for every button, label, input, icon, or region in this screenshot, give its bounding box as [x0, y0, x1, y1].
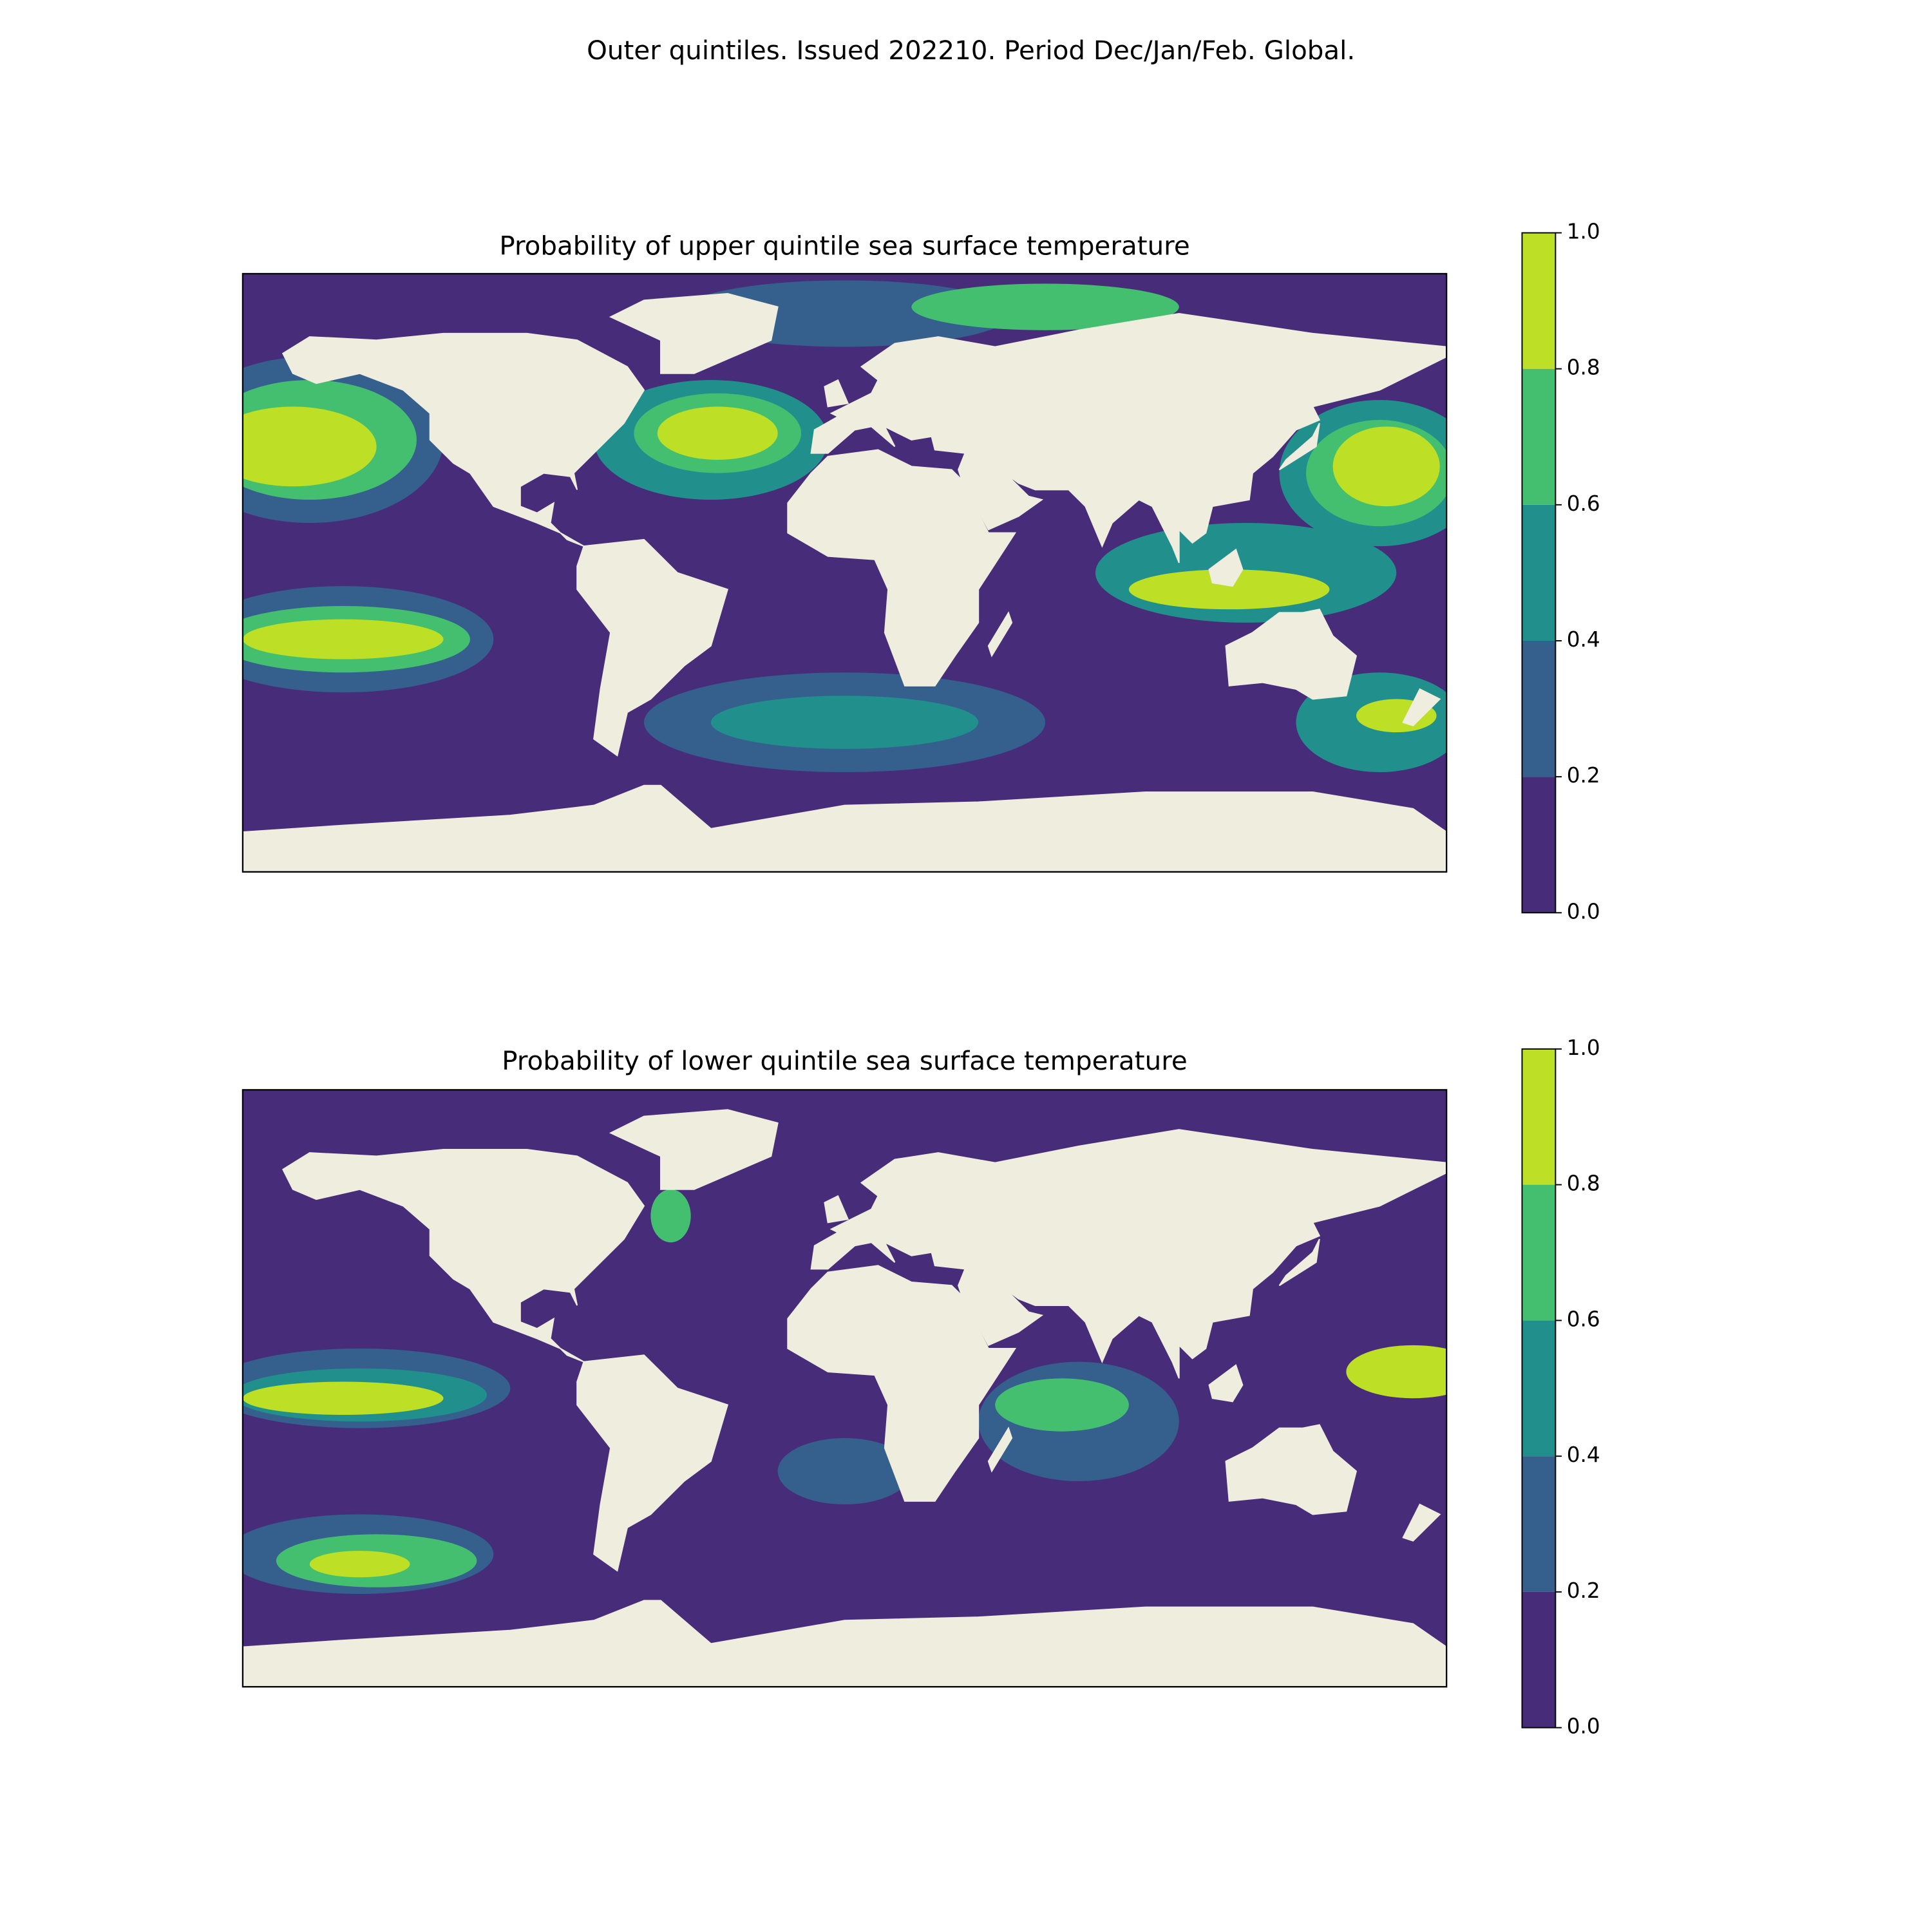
land — [242, 784, 1447, 872]
probability-region — [242, 406, 377, 487]
land — [1402, 1503, 1441, 1542]
land — [810, 1129, 1447, 1379]
land — [1208, 548, 1244, 587]
probability-region — [710, 696, 979, 749]
probability-region — [1332, 426, 1440, 507]
land — [1225, 1424, 1358, 1515]
land — [281, 1149, 645, 1363]
colorbar-band — [1522, 232, 1556, 369]
land — [810, 312, 1447, 564]
colorbar-band — [1522, 777, 1556, 913]
colorbar-band — [1522, 1184, 1556, 1321]
land — [824, 379, 849, 408]
map-frame — [242, 272, 1448, 873]
colorbar-band — [1522, 504, 1556, 641]
land — [1208, 1364, 1244, 1403]
land — [787, 1265, 1017, 1502]
colorbar-band — [1522, 1456, 1556, 1592]
colorbar-band — [1522, 1591, 1556, 1728]
colorbar-tick-label: 1.0 — [1567, 1036, 1600, 1060]
map — [242, 1090, 1447, 1687]
colorbar-tick-label: 0.2 — [1567, 763, 1600, 788]
map-title: Probability of upper quintile sea surfac… — [499, 231, 1189, 261]
land — [987, 611, 1013, 658]
colorbar-frame — [1521, 1048, 1557, 1728]
land — [824, 1195, 849, 1224]
land — [576, 538, 728, 757]
map-title: Probability of lower quintile sea surfac… — [502, 1046, 1187, 1076]
land — [281, 332, 645, 547]
probability-region — [995, 1378, 1129, 1432]
colorbar-tick-label: 0.6 — [1567, 491, 1600, 516]
probability-region — [242, 619, 444, 659]
suptitle: Outer quintiles. Issued 202210. Period D… — [587, 35, 1355, 66]
colorbar-band — [1522, 1320, 1556, 1457]
land — [987, 1426, 1013, 1473]
probability-region — [1128, 569, 1330, 610]
colorbar-tick-label: 0.0 — [1567, 1714, 1600, 1739]
land — [1278, 422, 1320, 471]
land — [1278, 1238, 1320, 1286]
probability-region — [309, 1551, 410, 1578]
colorbar-tick-label: 0.0 — [1567, 899, 1600, 923]
land — [609, 292, 779, 374]
colorbar-band — [1522, 1048, 1556, 1185]
colorbar-frame — [1521, 232, 1557, 914]
probability-region — [911, 283, 1179, 330]
probability-region — [1346, 1345, 1447, 1399]
land — [787, 449, 1017, 687]
probability-region — [242, 1381, 444, 1415]
map — [242, 274, 1447, 872]
colorbar-tick-label: 0.2 — [1567, 1578, 1600, 1603]
land — [609, 1109, 779, 1190]
colorbar-band — [1522, 641, 1556, 777]
probability-region — [650, 1189, 691, 1243]
land — [1225, 609, 1358, 700]
colorbar-tick-label: 0.6 — [1567, 1307, 1600, 1331]
colorbar-tick-label: 1.0 — [1567, 220, 1600, 244]
land — [1402, 688, 1441, 726]
land — [242, 1600, 1447, 1687]
colorbar-band — [1522, 368, 1556, 505]
land — [576, 1354, 728, 1572]
probability-region — [777, 1438, 912, 1505]
colorbar-tick-label: 0.8 — [1567, 1171, 1600, 1196]
colorbar-tick-label: 0.4 — [1567, 627, 1600, 652]
colorbar-tick-label: 0.8 — [1567, 355, 1600, 380]
probability-region — [657, 406, 778, 460]
colorbar-tick-label: 0.4 — [1567, 1443, 1600, 1467]
map-frame — [242, 1089, 1448, 1688]
